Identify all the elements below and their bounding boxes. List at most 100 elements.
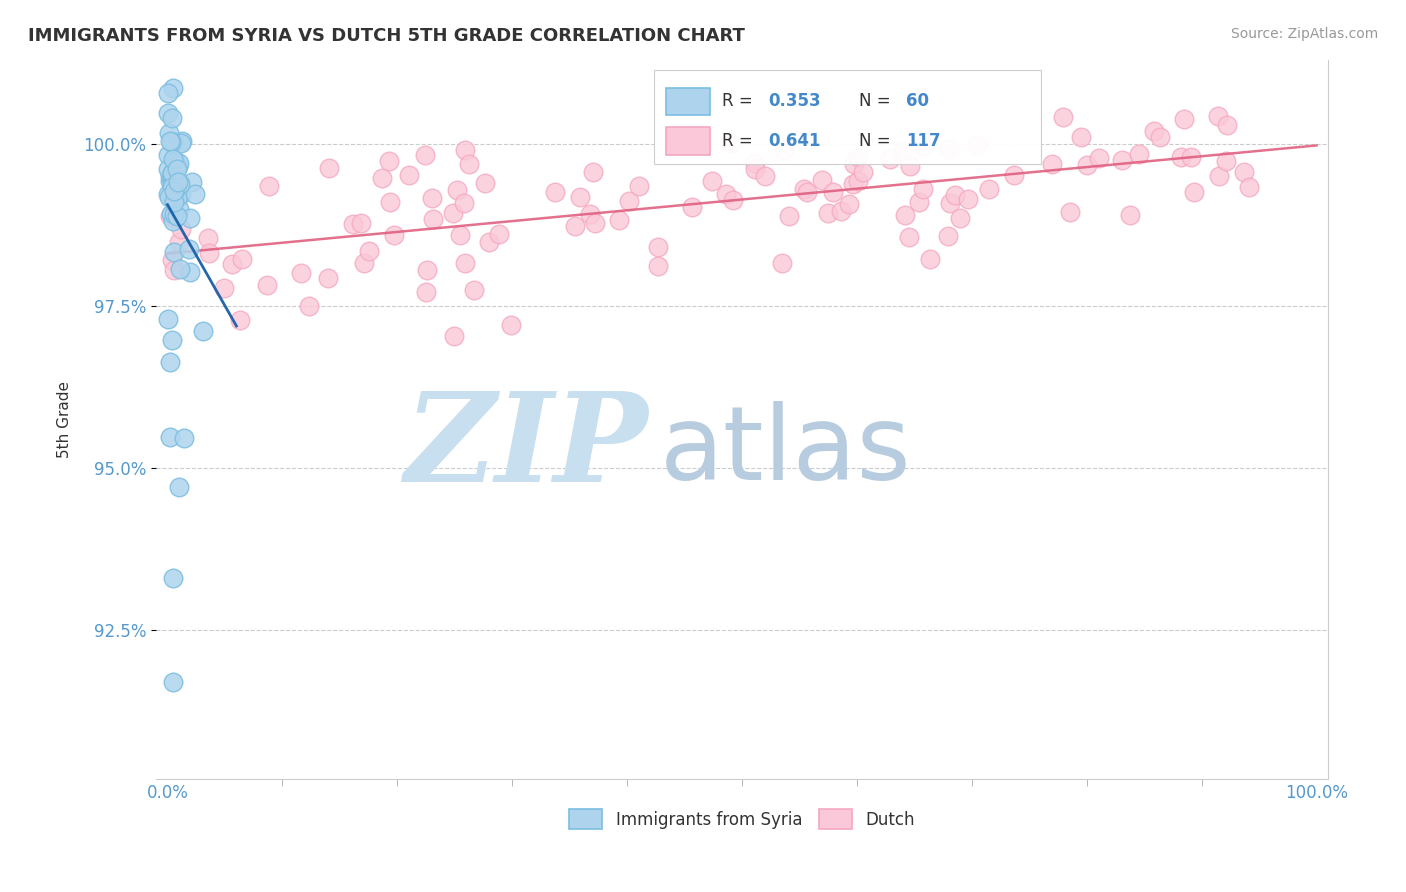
- Point: [163, 180, 186, 194]
- Point: [744, 161, 766, 176]
- Point: [162, 81, 184, 95]
- Point: [157, 86, 180, 100]
- Point: [159, 169, 181, 183]
- Point: [949, 211, 972, 226]
- Point: [842, 157, 865, 171]
- Point: [420, 191, 443, 205]
- Point: [966, 138, 988, 153]
- Point: [1149, 129, 1171, 144]
- Point: [810, 173, 832, 187]
- Point: [891, 144, 914, 158]
- Point: [1208, 169, 1230, 183]
- Point: [163, 175, 186, 189]
- Text: 0.641: 0.641: [768, 132, 820, 150]
- Point: [908, 194, 931, 209]
- Point: [478, 235, 501, 250]
- Point: [1128, 146, 1150, 161]
- Point: [793, 182, 815, 196]
- Point: [165, 155, 187, 169]
- Point: [1173, 112, 1195, 127]
- Point: [700, 174, 723, 188]
- Point: [350, 216, 373, 230]
- Point: [846, 174, 869, 188]
- Point: [443, 328, 465, 343]
- Point: [939, 195, 962, 210]
- Text: N =: N =: [859, 92, 896, 111]
- Point: [463, 283, 485, 297]
- Point: [1170, 150, 1192, 164]
- Point: [918, 252, 941, 266]
- Point: [167, 175, 190, 189]
- Text: R =: R =: [723, 132, 758, 150]
- Point: [1059, 205, 1081, 219]
- FancyBboxPatch shape: [654, 70, 1040, 164]
- Point: [167, 155, 190, 169]
- Point: [163, 262, 186, 277]
- Point: [1182, 185, 1205, 199]
- Point: [160, 166, 183, 180]
- Point: [564, 219, 586, 233]
- Point: [231, 252, 253, 266]
- Point: [163, 184, 186, 198]
- Point: [583, 216, 606, 230]
- Point: [179, 242, 201, 256]
- Point: [1070, 130, 1092, 145]
- Point: [160, 136, 183, 150]
- Point: [770, 256, 793, 270]
- Point: [1208, 109, 1230, 123]
- Text: 60: 60: [905, 92, 929, 111]
- Point: [723, 193, 745, 207]
- Point: [647, 259, 669, 273]
- Point: [773, 143, 796, 157]
- Point: [228, 313, 250, 327]
- Point: [453, 196, 475, 211]
- Point: [169, 178, 191, 192]
- Point: [160, 166, 183, 180]
- Point: [446, 183, 468, 197]
- Point: [157, 126, 180, 140]
- Point: [474, 176, 496, 190]
- Point: [754, 169, 776, 183]
- Point: [1040, 157, 1063, 171]
- Text: atlas: atlas: [659, 401, 911, 502]
- Point: [160, 176, 183, 190]
- Point: [198, 246, 221, 260]
- Point: [162, 152, 184, 166]
- Point: [163, 207, 186, 221]
- Point: [170, 187, 193, 202]
- Point: [1216, 119, 1239, 133]
- Point: [160, 253, 183, 268]
- Point: [454, 143, 477, 157]
- Point: [647, 240, 669, 254]
- Point: [157, 105, 180, 120]
- Text: N =: N =: [859, 132, 896, 150]
- Point: [422, 212, 444, 227]
- Text: 117: 117: [905, 132, 941, 150]
- Point: [441, 205, 464, 219]
- Point: [316, 271, 339, 285]
- Point: [163, 154, 186, 169]
- Point: [714, 187, 737, 202]
- Point: [160, 172, 183, 186]
- Point: [957, 192, 980, 206]
- Point: [848, 150, 870, 164]
- Point: [157, 186, 180, 201]
- Point: [191, 324, 214, 338]
- Point: [415, 262, 437, 277]
- Point: [894, 208, 917, 222]
- Point: [162, 674, 184, 689]
- Point: [157, 148, 180, 162]
- Text: IMMIGRANTS FROM SYRIA VS DUTCH 5TH GRADE CORRELATION CHART: IMMIGRANTS FROM SYRIA VS DUTCH 5TH GRADE…: [28, 27, 745, 45]
- Point: [162, 111, 184, 125]
- Point: [159, 355, 181, 369]
- Point: [682, 200, 704, 214]
- Point: [167, 235, 190, 250]
- Point: [159, 430, 181, 444]
- Point: [377, 154, 399, 169]
- Point: [179, 211, 201, 226]
- Point: [179, 265, 201, 279]
- Point: [157, 189, 180, 203]
- Point: [173, 431, 195, 445]
- Point: [159, 210, 181, 224]
- Point: [619, 194, 641, 208]
